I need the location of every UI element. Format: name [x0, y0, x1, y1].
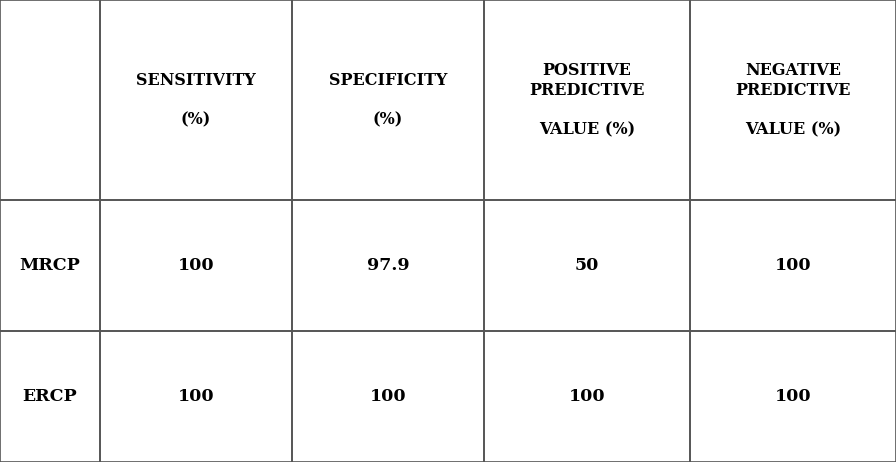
Bar — [292, 200, 484, 331]
Bar — [100, 200, 292, 331]
Bar — [690, 0, 896, 200]
Text: 100: 100 — [370, 388, 406, 405]
Bar — [484, 200, 690, 331]
Bar — [0, 200, 100, 331]
Bar — [690, 200, 896, 331]
Text: 100: 100 — [775, 257, 811, 274]
Bar — [484, 0, 690, 200]
Text: MRCP: MRCP — [20, 257, 81, 274]
Bar — [292, 0, 484, 200]
Text: 100: 100 — [569, 388, 606, 405]
Bar — [0, 331, 100, 462]
Bar — [690, 331, 896, 462]
Text: NEGATIVE
PREDICTIVE

VALUE (%): NEGATIVE PREDICTIVE VALUE (%) — [736, 62, 850, 138]
Text: 50: 50 — [575, 257, 599, 274]
Bar — [484, 331, 690, 462]
Text: SENSITIVITY

(%): SENSITIVITY (%) — [136, 72, 256, 128]
Text: ERCP: ERCP — [22, 388, 77, 405]
Bar — [100, 0, 292, 200]
Text: 97.9: 97.9 — [366, 257, 409, 274]
Text: 100: 100 — [177, 388, 214, 405]
Bar — [100, 331, 292, 462]
Text: 100: 100 — [177, 257, 214, 274]
Text: SPECIFICITY

(%): SPECIFICITY (%) — [329, 72, 447, 128]
Text: POSITIVE
PREDICTIVE

VALUE (%): POSITIVE PREDICTIVE VALUE (%) — [530, 62, 645, 138]
Bar — [0, 0, 100, 200]
Bar — [292, 331, 484, 462]
Text: 100: 100 — [775, 388, 811, 405]
